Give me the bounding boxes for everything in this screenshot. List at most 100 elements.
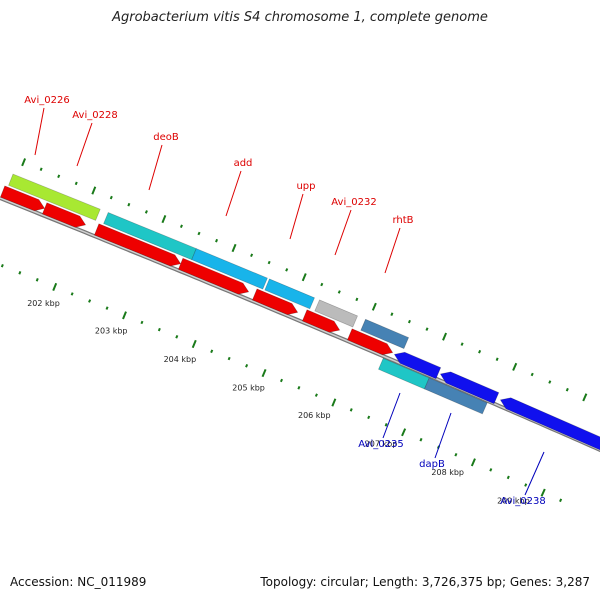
tick-mark <box>454 452 458 457</box>
tick-mark <box>337 290 341 294</box>
tick-mark <box>506 475 510 480</box>
scale-labels: 202 kbp 203 kbp 204 kbp 205 kbp 206 kbp 207 k… <box>27 299 530 506</box>
tick-mark <box>52 282 58 291</box>
cds-feature-forward <box>346 328 394 356</box>
tick-mark <box>297 386 301 390</box>
tick-mark <box>489 468 493 472</box>
leader-line <box>148 144 163 191</box>
tick-mark <box>250 253 254 258</box>
scale-label: 208 kbp <box>431 468 464 477</box>
gene-label-dapb: dapB <box>419 459 445 470</box>
tick-mark <box>279 378 284 383</box>
scale-label: 209 kbp <box>497 497 530 506</box>
cds-feature-forward <box>0 185 46 212</box>
tick-mark <box>285 268 289 272</box>
leader-line <box>334 209 352 256</box>
tick-mark <box>442 332 448 341</box>
tick-mark <box>70 292 74 296</box>
tick-mark <box>267 260 271 265</box>
tick-mark <box>314 393 318 397</box>
tick-mark <box>74 181 78 186</box>
tick-mark <box>140 320 144 325</box>
tick-mark <box>105 306 109 310</box>
gene-label-upp: upp <box>296 181 315 192</box>
gene-label-avi-0232: Avi_0232 <box>331 197 376 208</box>
tick-mark <box>540 488 546 497</box>
leader-line <box>382 392 401 439</box>
tick-mark <box>127 202 131 207</box>
gene-feature-forward <box>191 248 268 290</box>
tick-mark <box>21 158 27 167</box>
features <box>0 173 600 451</box>
scale-label: 203 kbp <box>95 327 128 336</box>
tick-mark <box>91 186 97 195</box>
tick-mark <box>582 393 588 402</box>
tick-mark <box>559 498 563 503</box>
tick-mark <box>39 167 43 171</box>
tick-mark <box>261 369 267 378</box>
cds-feature-forward <box>93 223 182 267</box>
tick-mark <box>109 195 113 200</box>
scale-label: 202 kbp <box>27 299 60 308</box>
backbone-highlight <box>0 197 600 451</box>
tick-mark <box>57 174 61 179</box>
backbone <box>0 196 600 453</box>
tick-mark <box>144 210 148 214</box>
tick-mark <box>122 311 127 320</box>
tick-mark <box>425 327 429 331</box>
tick-mark <box>371 302 377 311</box>
cds-feature-reverse <box>499 397 600 451</box>
gene-label-avi-0235: Avi_0235 <box>358 439 403 450</box>
tick-mark <box>419 437 423 442</box>
cds-feature-forward <box>177 257 250 295</box>
tick-mark <box>548 380 552 384</box>
tick-mark <box>210 349 214 354</box>
cds-feature-reverse <box>393 351 442 380</box>
tick-mark <box>470 458 476 467</box>
tick-mark <box>227 356 231 361</box>
map-title: Agrobacterium vitis S4 chromosome 1, com… <box>112 10 488 25</box>
gene-label-deob: deoB <box>153 132 179 143</box>
scale-label: 207 kbp <box>365 440 398 449</box>
tick-mark <box>478 349 482 354</box>
tick-mark <box>320 282 324 287</box>
tick-mark <box>355 297 359 302</box>
tick-mark <box>407 319 411 324</box>
leader-line <box>524 451 545 496</box>
tick-mark <box>18 271 22 275</box>
leader-line <box>289 193 304 240</box>
leader-line <box>225 170 242 217</box>
tick-mark <box>35 278 39 282</box>
gene-label-avi-0238: Avi_0238 <box>500 496 545 507</box>
gene-feature-forward <box>360 318 410 350</box>
leader-line <box>76 122 93 167</box>
genome-summary: Topology: circular; Length: 3,726,375 bp… <box>260 575 590 589</box>
gene-label-add: add <box>234 158 253 169</box>
tick-mark <box>524 483 528 487</box>
tick-mark <box>390 312 394 316</box>
tick-mark <box>495 357 499 361</box>
tick-mark <box>215 238 219 243</box>
tick-mark <box>401 428 407 437</box>
tick-mark <box>565 387 569 392</box>
gene-label-avi-0228: Avi_0228 <box>72 110 117 121</box>
tick-mark <box>245 364 249 368</box>
accession-text: Accession: NC_011989 <box>10 575 147 589</box>
tick-mark <box>161 215 167 224</box>
tick-mark <box>191 339 197 349</box>
cds-feature-forward <box>41 202 87 228</box>
tick-mark <box>384 423 388 427</box>
tick-mark <box>157 327 161 332</box>
leader-line <box>34 107 45 156</box>
tick-mark <box>367 415 371 420</box>
tick-mark <box>179 224 183 228</box>
gene-feature-forward <box>264 278 315 310</box>
tick-mark <box>331 398 337 407</box>
tick-mark <box>530 372 534 377</box>
tick-mark <box>231 243 237 253</box>
tick-mark <box>0 264 4 268</box>
leader-line <box>434 412 452 459</box>
leader-line <box>384 227 401 274</box>
